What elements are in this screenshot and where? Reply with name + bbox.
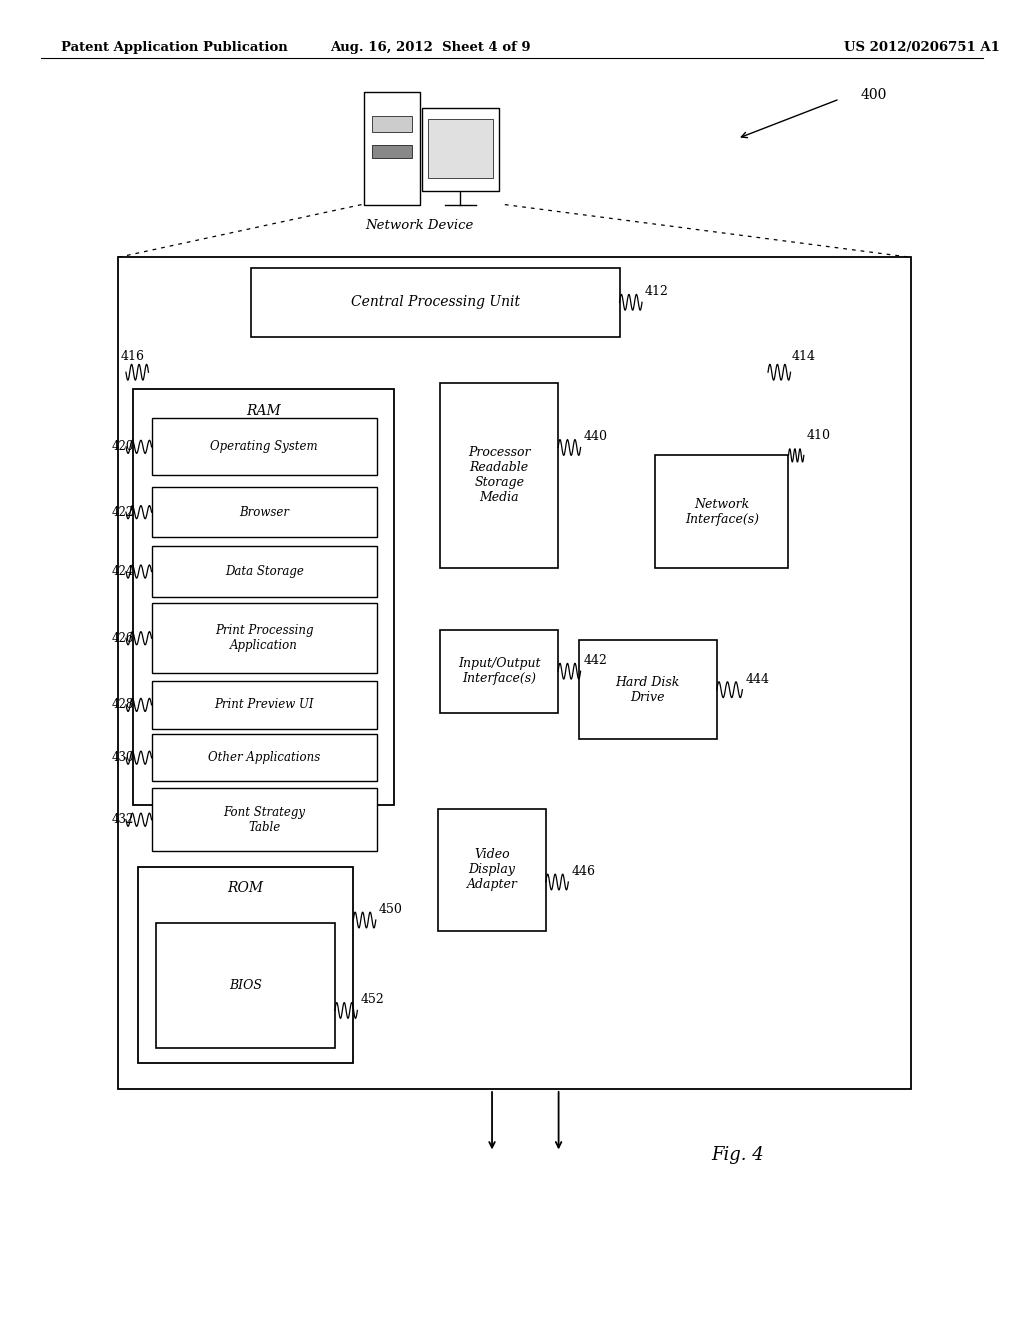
- Bar: [372, 116, 412, 132]
- Bar: [251, 268, 620, 337]
- Text: 400: 400: [860, 88, 887, 102]
- Text: Other Applications: Other Applications: [208, 751, 321, 764]
- Text: 422: 422: [112, 506, 134, 519]
- Text: Video
Display
Adapter: Video Display Adapter: [467, 849, 517, 891]
- Text: Network Device: Network Device: [366, 219, 474, 232]
- Bar: [138, 867, 353, 1063]
- Text: ROM: ROM: [227, 882, 264, 895]
- Text: Fig. 4: Fig. 4: [711, 1146, 764, 1164]
- Bar: [118, 257, 911, 1089]
- Bar: [152, 418, 377, 475]
- Bar: [655, 455, 788, 568]
- Text: 416: 416: [121, 350, 145, 363]
- Text: 428: 428: [112, 698, 134, 711]
- Text: 450: 450: [379, 903, 402, 916]
- Text: Central Processing Unit: Central Processing Unit: [350, 296, 520, 309]
- Text: RAM: RAM: [247, 404, 281, 417]
- Text: 440: 440: [584, 430, 607, 444]
- Bar: [152, 788, 377, 851]
- Text: 414: 414: [792, 350, 816, 363]
- Text: Patent Application Publication: Patent Application Publication: [61, 41, 288, 54]
- Bar: [364, 92, 420, 205]
- Bar: [422, 108, 499, 191]
- Bar: [133, 389, 394, 805]
- Text: Input/Output
Interface(s): Input/Output Interface(s): [458, 657, 541, 685]
- Bar: [152, 734, 377, 781]
- Text: 412: 412: [645, 285, 669, 298]
- Text: Print Preview UI: Print Preview UI: [214, 698, 314, 711]
- Bar: [152, 546, 377, 597]
- Text: 442: 442: [584, 655, 607, 667]
- Text: 426: 426: [112, 632, 134, 644]
- Text: Font Strategy
Table: Font Strategy Table: [223, 805, 305, 834]
- Text: Operating System: Operating System: [210, 441, 318, 453]
- Text: Hard Disk
Drive: Hard Disk Drive: [615, 676, 680, 704]
- Bar: [438, 809, 546, 931]
- Bar: [372, 145, 412, 158]
- Bar: [579, 640, 717, 739]
- Text: US 2012/0206751 A1: US 2012/0206751 A1: [844, 41, 999, 54]
- Bar: [152, 487, 377, 537]
- Text: Network
Interface(s): Network Interface(s): [685, 498, 759, 525]
- Text: 432: 432: [112, 813, 134, 826]
- Text: 424: 424: [112, 565, 134, 578]
- Text: 452: 452: [360, 994, 384, 1006]
- Text: 446: 446: [571, 865, 595, 878]
- Text: Browser: Browser: [240, 506, 289, 519]
- Text: 444: 444: [745, 673, 769, 685]
- Text: 420: 420: [112, 441, 134, 453]
- Text: Data Storage: Data Storage: [224, 565, 304, 578]
- Bar: [152, 681, 377, 729]
- Bar: [440, 383, 558, 568]
- Bar: [440, 630, 558, 713]
- Text: 410: 410: [807, 429, 830, 442]
- Bar: [156, 923, 335, 1048]
- Text: BIOS: BIOS: [228, 979, 262, 991]
- Text: 430: 430: [112, 751, 134, 764]
- Text: Aug. 16, 2012  Sheet 4 of 9: Aug. 16, 2012 Sheet 4 of 9: [330, 41, 530, 54]
- Text: Processor
Readable
Storage
Media: Processor Readable Storage Media: [468, 446, 530, 504]
- Text: Print Processing
Application: Print Processing Application: [215, 624, 313, 652]
- Bar: [152, 603, 377, 673]
- Bar: [428, 119, 493, 178]
